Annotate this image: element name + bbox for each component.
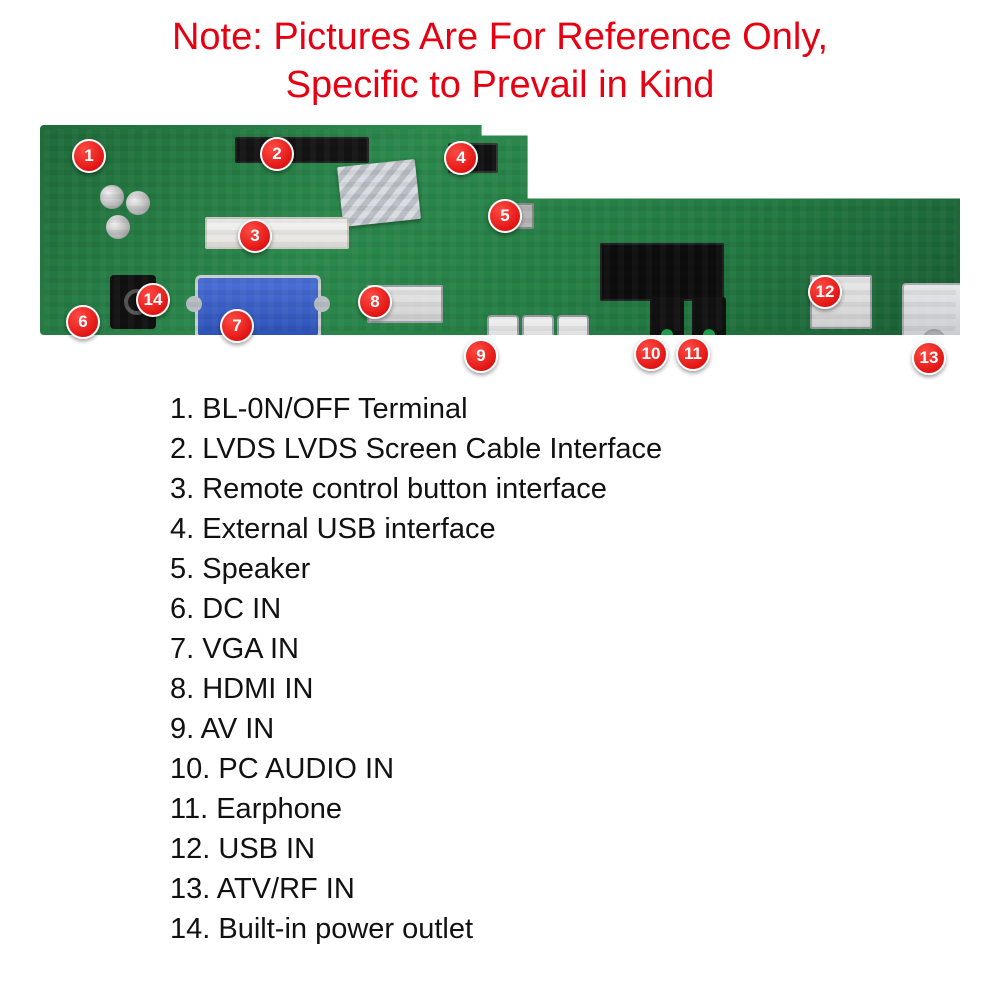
legend-item: 5. Speaker (170, 549, 1000, 589)
callout-marker-6: 6 (66, 305, 100, 339)
note-line-1: Note: Pictures Are For Reference Only, (172, 16, 828, 58)
legend-item: 9. AV IN (170, 709, 1000, 749)
legend-item: 14. Built-in power outlet (170, 909, 1000, 949)
heatsink (337, 159, 421, 227)
callout-marker-10: 10 (634, 337, 668, 371)
callout-marker-2: 2 (260, 137, 294, 171)
capacitor (106, 215, 130, 239)
vga-port (195, 275, 321, 339)
board-diagram: 1234567891011121314 (20, 119, 980, 377)
lvds-header (235, 137, 369, 163)
legend-item: 2. LVDS LVDS Screen Cable Interface (170, 429, 1000, 469)
callout-marker-12: 12 (808, 275, 842, 309)
capacitor-cluster (100, 185, 150, 255)
legend-item: 4. External USB interface (170, 509, 1000, 549)
capacitor (126, 191, 150, 215)
callout-marker-1: 1 (72, 139, 106, 173)
main-chip (600, 243, 724, 301)
legend-item: 12. USB IN (170, 829, 1000, 869)
legend-item: 11. Earphone (170, 789, 1000, 829)
note-text: Note: Pictures Are For Reference Only, S… (0, 0, 1000, 115)
legend-item: 6. DC IN (170, 589, 1000, 629)
ffc-connector (205, 217, 349, 249)
callout-marker-8: 8 (358, 285, 392, 319)
callout-marker-13: 13 (912, 341, 946, 375)
callout-marker-5: 5 (488, 199, 522, 233)
note-line-2: Specific to Prevail in Kind (286, 64, 715, 106)
rca-jack (522, 315, 554, 367)
callout-marker-14: 14 (136, 283, 170, 317)
legend-item: 10. PC AUDIO IN (170, 749, 1000, 789)
legend-list: 1. BL-0N/OFF Terminal2. LVDS LVDS Screen… (170, 389, 1000, 949)
legend-item: 8. HDMI IN (170, 669, 1000, 709)
callout-marker-11: 11 (676, 337, 710, 371)
legend-item: 3. Remote control button interface (170, 469, 1000, 509)
capacitor (100, 185, 124, 209)
legend-item: 13. ATV/RF IN (170, 869, 1000, 909)
rca-jack (557, 315, 589, 367)
callout-marker-9: 9 (464, 339, 498, 373)
legend-item: 1. BL-0N/OFF Terminal (170, 389, 1000, 429)
callout-marker-4: 4 (444, 141, 478, 175)
callout-marker-3: 3 (238, 219, 272, 253)
callout-marker-7: 7 (220, 309, 254, 343)
legend-item: 7. VGA IN (170, 629, 1000, 669)
rf-tuner (902, 283, 968, 345)
